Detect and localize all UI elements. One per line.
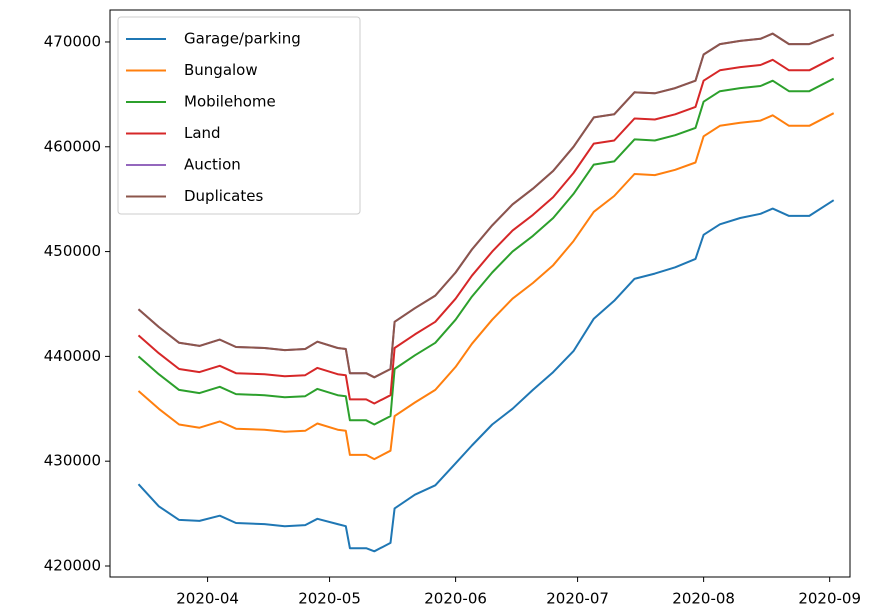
plot-frame <box>109 9 851 578</box>
legend-label: Duplicates <box>184 187 263 205</box>
y-tick-label: 450000 <box>44 242 101 260</box>
line-series <box>137 56 835 405</box>
x-tick-label: 2020-08 <box>672 590 735 608</box>
y-tick-label: 430000 <box>44 452 101 470</box>
legend-label: Land <box>184 124 221 142</box>
legend: Garage/parking Bungalow Mobilehome Land Auct… <box>117 16 361 215</box>
legend-label: Mobilehome <box>184 93 276 111</box>
legend-label: Garage/parking <box>184 30 301 48</box>
line-series <box>137 32 835 379</box>
x-tick-label: 2020-04 <box>176 590 239 608</box>
y-tick-label: 470000 <box>44 32 101 50</box>
line-series <box>137 77 835 426</box>
line-series <box>137 199 835 553</box>
line-series <box>137 112 835 461</box>
y-tick-label: 440000 <box>44 347 101 365</box>
x-tick-label: 2020-07 <box>546 590 609 608</box>
y-tick-label: 460000 <box>44 137 101 155</box>
x-tick-label: 2020-06 <box>424 590 487 608</box>
legend-label: Auction <box>184 156 241 174</box>
x-tick-label: 2020-05 <box>298 590 361 608</box>
y-tick-label: 420000 <box>44 556 101 574</box>
legend-label: Bungalow <box>184 61 258 79</box>
legend-box <box>117 16 361 215</box>
x-tick-label: 2020-09 <box>798 590 861 608</box>
